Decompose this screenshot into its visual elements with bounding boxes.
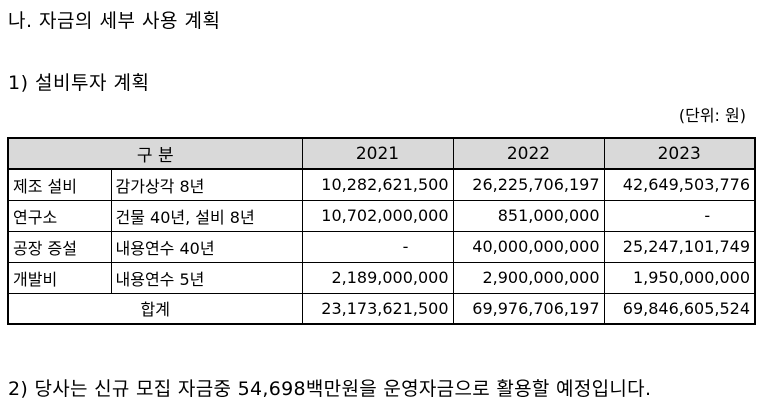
row-detail: 감가상각 8년 [110, 168, 303, 201]
total-label: 합계 [7, 292, 303, 325]
row-value-2021: 10,282,621,500 [301, 168, 454, 201]
capex-plan-table: 구 분 2021 2022 2023 제조 설비 감가상각 8년 10,282,… [7, 137, 756, 325]
total-value-2022: 69,976,706,197 [452, 292, 605, 325]
row-value-2022: 2,900,000,000 [452, 261, 605, 294]
row-item: 제조 설비 [7, 168, 112, 201]
header-year-2021: 2021 [301, 137, 454, 170]
row-value-2023: 42,649,503,776 [603, 168, 756, 201]
table-row: 개발비 내용연수 5년 2,189,000,000 2,900,000,000 … [7, 261, 756, 294]
row-item: 개발비 [7, 261, 112, 294]
row-detail: 건물 40년, 설비 8년 [110, 199, 303, 232]
row-detail: 내용연수 40년 [110, 230, 303, 263]
header-year-2023: 2023 [603, 137, 756, 170]
row-value-2023: 25,247,101,749 [603, 230, 756, 263]
row-item: 공장 증설 [7, 230, 112, 263]
row-value-2022: 26,225,706,197 [452, 168, 605, 201]
unit-label: (단위: 원) [678, 106, 746, 125]
row-item: 연구소 [7, 199, 112, 232]
row-value-2023: 1,950,000,000 [603, 261, 756, 294]
total-value-2021: 23,173,621,500 [301, 292, 454, 325]
row-value-2021: 2,189,000,000 [301, 261, 454, 294]
table-row: 공장 증설 내용연수 40년 - 40,000,000,000 25,247,1… [7, 230, 756, 263]
table-row: 연구소 건물 40년, 설비 8년 10,702,000,000 851,000… [7, 199, 756, 232]
table-header-row: 구 분 2021 2022 2023 [7, 137, 756, 170]
header-year-2022: 2022 [452, 137, 605, 170]
row-value-2021: 10,702,000,000 [301, 199, 454, 232]
row-value-2021: - [301, 230, 454, 263]
total-value-2023: 69,846,605,524 [603, 292, 756, 325]
row-value-2022: 40,000,000,000 [452, 230, 605, 263]
section-title: 나. 자금의 세부 사용 계획 [8, 10, 221, 32]
header-category: 구 분 [7, 137, 303, 170]
row-value-2023: - [603, 199, 756, 232]
table-row: 제조 설비 감가상각 8년 10,282,621,500 26,225,706,… [7, 168, 756, 201]
row-detail: 내용연수 5년 [110, 261, 303, 294]
row-value-2022: 851,000,000 [452, 199, 605, 232]
subsection-title: 1) 설비투자 계획 [8, 72, 150, 94]
table-total-row: 합계 23,173,621,500 69,976,706,197 69,846,… [7, 292, 756, 325]
operating-funds-note: 2) 당사는 신규 모집 자금중 54,698백만원을 운영자금으로 활용할 예… [8, 378, 652, 400]
